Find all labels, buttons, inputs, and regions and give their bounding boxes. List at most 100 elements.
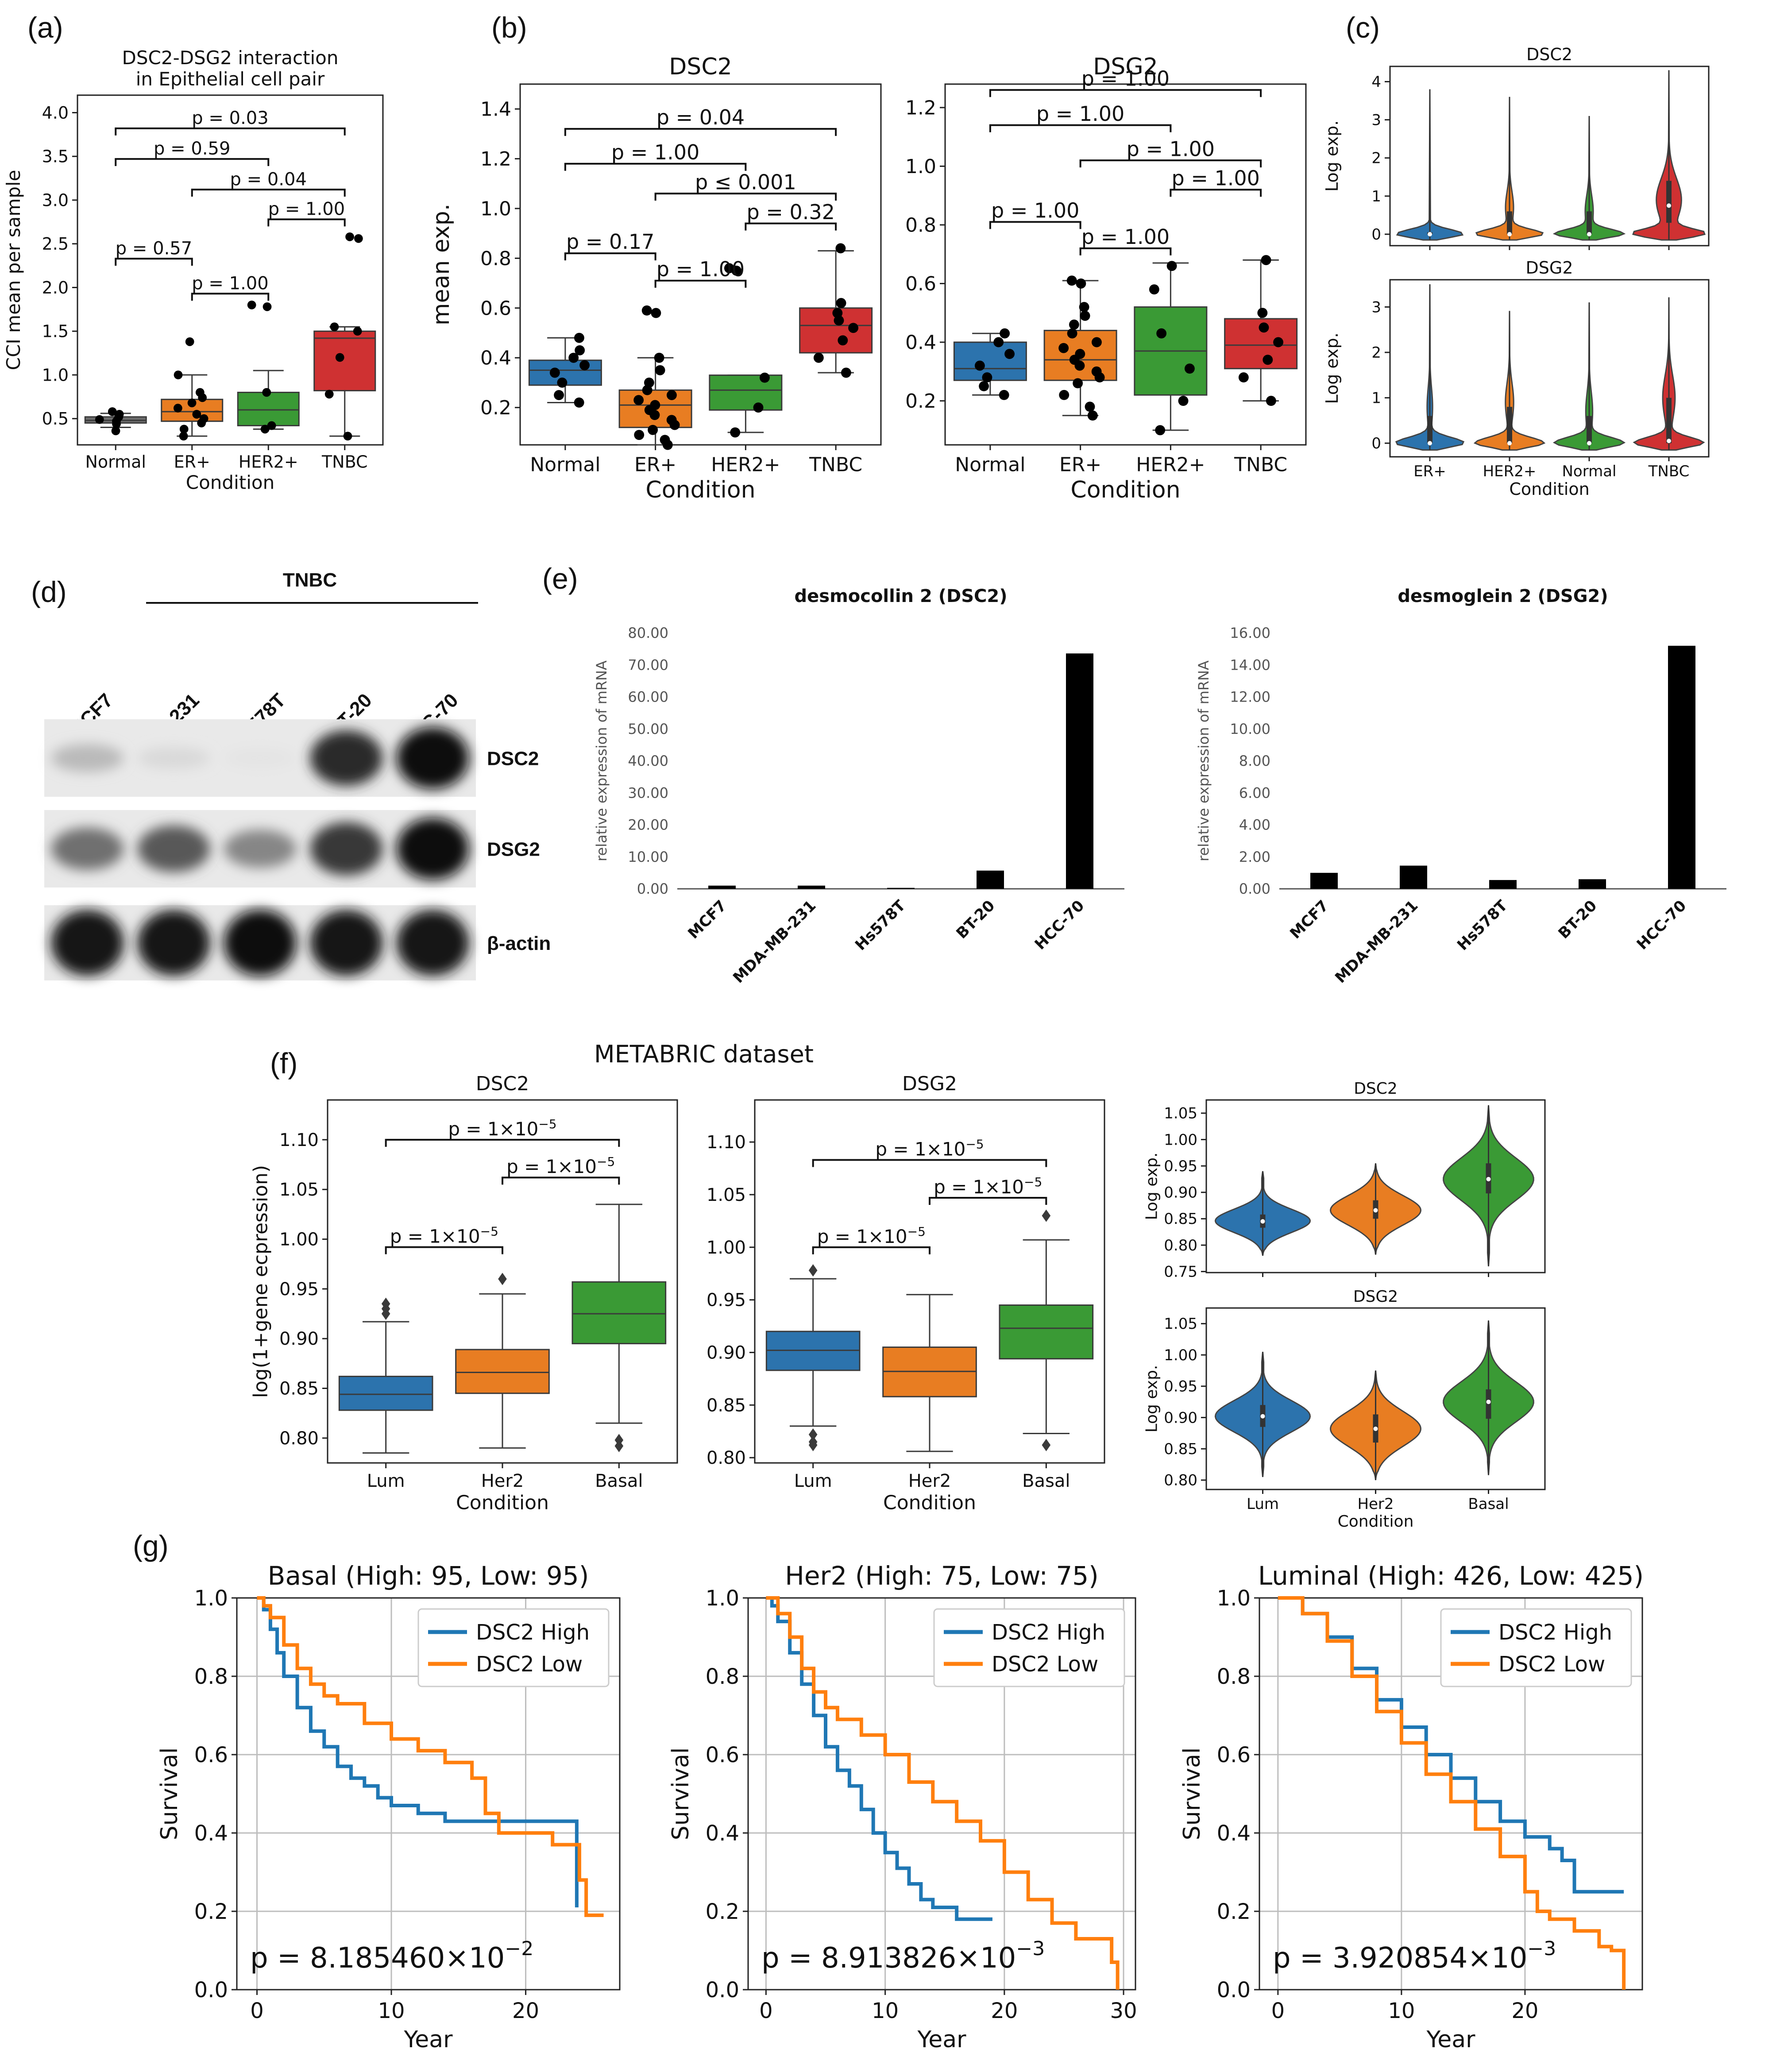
- data-point: [835, 243, 846, 254]
- y-tick-label: 30.00: [628, 784, 668, 801]
- data-point: [1075, 349, 1085, 359]
- x-tick-label: ER+: [1059, 453, 1101, 476]
- p-value-label: p = 1.00: [611, 140, 699, 164]
- data-point: [187, 398, 197, 408]
- plot-frame: [519, 83, 882, 446]
- violin-iqr: [1507, 211, 1512, 235]
- legend-label: DSC2 Low: [476, 1652, 583, 1677]
- y-tick-label: 0.8: [1217, 1664, 1251, 1689]
- violin-median: [1507, 441, 1512, 446]
- data-point: [836, 298, 846, 309]
- panel-label-c: (c): [1346, 11, 1380, 44]
- y-tick-label: 0.6: [706, 1743, 739, 1767]
- bar-HCC-70: [1668, 645, 1695, 889]
- y-tick-label: 1.0: [42, 365, 69, 385]
- data-point: [1087, 410, 1098, 421]
- chart-title: DSG2: [1093, 54, 1158, 80]
- p-value-label: p = 1.00: [1081, 66, 1170, 90]
- blot-band: [396, 818, 469, 880]
- outlier-point: [808, 1428, 818, 1441]
- x-tick-label: Normal: [530, 453, 600, 476]
- panel-label-g: (g): [133, 1529, 169, 1562]
- data-point: [982, 372, 992, 383]
- p-value-label: p = 1×10−5: [934, 1175, 1042, 1198]
- blot-band: [51, 827, 124, 870]
- data-point: [724, 263, 734, 274]
- p-value-label: p = 0.03: [192, 108, 268, 128]
- x-tick-label: Lum: [367, 1471, 405, 1491]
- data-point: [1149, 284, 1159, 295]
- y-axis-label: Log exp.: [1143, 1365, 1161, 1433]
- y-tick-label: 0.2: [480, 397, 511, 419]
- significance-bracket: [385, 1246, 503, 1254]
- y-tick-label: 40.00: [628, 752, 668, 769]
- chart-c-dsc2: 0 1 2 3 4 DSC2 Log exp.: [1322, 45, 1710, 250]
- plot-frame: [1259, 1597, 1643, 1991]
- y-axis-label: CCI mean per sample: [3, 170, 24, 370]
- p-value-label: p = 1×10−5: [506, 1154, 615, 1177]
- y-tick-label: 0.85: [1164, 1210, 1197, 1228]
- significance-bracket: [1079, 159, 1262, 168]
- y-tick-label: 0.0: [706, 1978, 739, 2003]
- data-point: [1263, 355, 1273, 365]
- y-tick-label: 1.10: [707, 1132, 746, 1153]
- box-Basal: [999, 1304, 1094, 1360]
- data-point: [354, 234, 363, 243]
- blot-band: [396, 910, 469, 976]
- data-point: [655, 365, 665, 375]
- plot-frame: [1389, 66, 1710, 247]
- data-point: [179, 432, 188, 441]
- y-axis-label: relative expression of mRNA: [1195, 660, 1212, 861]
- y-tick-label: 0.80: [279, 1428, 319, 1449]
- significance-bracket: [929, 1197, 1047, 1205]
- p-value-exponent: −3: [1016, 1937, 1045, 1960]
- chart-title: DSG2: [1353, 1288, 1398, 1306]
- legend-label: DSC2 High: [476, 1620, 590, 1645]
- p-value-label: p = 0.59: [154, 139, 230, 159]
- x-axis-label: Year: [917, 2026, 966, 2053]
- data-point: [633, 395, 644, 405]
- bar-HCC-70: [1066, 653, 1093, 889]
- data-point: [1184, 363, 1195, 374]
- y-tick-label: 0.0: [194, 1978, 228, 2003]
- y-tick-label: 0.4: [706, 1821, 739, 1846]
- x-tick-label: HER2+: [711, 453, 780, 476]
- y-tick-label: 6.00: [1239, 784, 1270, 801]
- x-axis-label: Year: [403, 2026, 453, 2053]
- violin-iqr: [1587, 211, 1592, 235]
- x-tick-label: MDA-MB-231: [730, 897, 819, 987]
- significance-bracket: [1079, 247, 1172, 256]
- x-tick-label: Her2: [1357, 1495, 1394, 1513]
- y-tick-label: 1.00: [707, 1238, 746, 1258]
- box-Basal: [571, 1281, 667, 1344]
- p-value-label: p ≤ 0.001: [695, 170, 796, 194]
- chart-title: Basal (High: 95, Low: 95): [268, 1561, 589, 1591]
- data-point: [263, 302, 272, 311]
- x-tick-label: 10: [378, 1999, 405, 2023]
- data-point: [993, 337, 1004, 347]
- y-tick-label: 0.6: [905, 273, 936, 295]
- chart-f-dsc2-violin: 0.75 0.80 0.85 0.90 0.95 1.00 1.05 DSC2 Log exp.: [1143, 1080, 1546, 1281]
- y-tick-label: 0.95: [279, 1279, 319, 1300]
- y-tick-label: 0.4: [194, 1821, 228, 1846]
- western-blot: TNBCMCF7MDA-MB-231Hs578TBT-20HCC-70DSC2D…: [44, 569, 551, 980]
- y-axis-label: mean exp.: [428, 204, 455, 325]
- y-tick-label: 3.5: [42, 147, 69, 166]
- x-tick-label: ER+: [174, 452, 210, 471]
- x-tick-label: 30: [1110, 1999, 1137, 2023]
- panel-label-a: (a): [27, 11, 63, 44]
- data-point: [730, 427, 741, 438]
- y-tick-label: 1.05: [1164, 1105, 1197, 1123]
- y-tick-label: 0.00: [637, 880, 668, 897]
- significance-bracket: [989, 124, 1172, 132]
- y-tick-label: 10.00: [628, 849, 668, 865]
- data-point: [179, 424, 189, 434]
- chart-title: desmoglein 2 (DSG2): [1398, 586, 1608, 606]
- y-tick-label: 0.2: [706, 1899, 739, 1924]
- data-point: [660, 435, 670, 445]
- x-tick-label: Her2: [908, 1471, 951, 1491]
- x-tick-label: HER2+: [1136, 453, 1205, 476]
- chart-title: DSC2: [1354, 1080, 1398, 1098]
- y-tick-label: 2.5: [42, 234, 69, 254]
- bar-MDA-MB-231: [1400, 865, 1427, 889]
